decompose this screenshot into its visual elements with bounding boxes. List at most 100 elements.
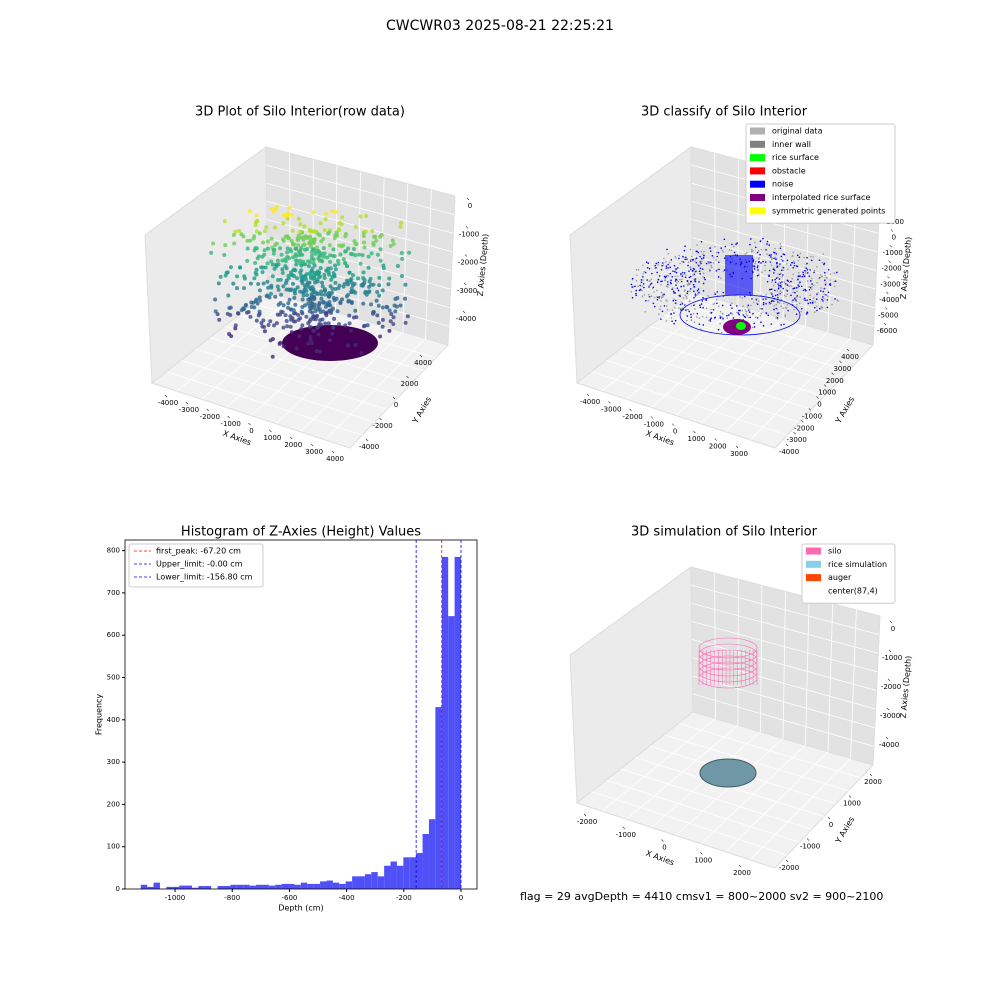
cloud-point [318, 318, 322, 322]
cloud-point [825, 282, 827, 284]
cloud-point [643, 287, 645, 289]
cloud-point [255, 219, 259, 223]
cloud-point [250, 305, 254, 309]
cloud-point [798, 260, 800, 262]
cloud-point [697, 313, 699, 315]
cloud-point [684, 304, 686, 306]
cloud-point [639, 285, 641, 287]
cloud-point [241, 306, 245, 310]
cloud-point [392, 303, 396, 307]
bar [154, 883, 160, 889]
cloud-point [755, 261, 757, 263]
cloud-point [299, 268, 303, 272]
cloud-point [762, 238, 764, 240]
x-tick-label: 3000 [730, 450, 748, 458]
cloud-point [303, 248, 307, 252]
cloud-point [730, 304, 732, 306]
cloud-point [791, 262, 793, 264]
cloud-point [378, 334, 382, 338]
cloud-point [744, 296, 746, 298]
cloud-point [665, 299, 667, 301]
cloud-point [690, 259, 692, 261]
cloud-point [699, 323, 701, 325]
cloud-point [822, 300, 824, 302]
x-tick-label: 0 [459, 894, 463, 902]
cloud-point [813, 297, 815, 299]
cloud-point [294, 252, 298, 256]
y-tick-label: 600 [107, 631, 120, 639]
cloud-point [352, 239, 356, 243]
y-tick-label: -2000 [779, 864, 799, 872]
cloud-point [675, 302, 677, 304]
cloud-point [777, 294, 779, 296]
cloud-point [336, 286, 340, 290]
cloud-point [336, 309, 340, 313]
cloud-point [782, 274, 784, 276]
cloud-point [811, 286, 813, 288]
cloud-point [385, 305, 389, 309]
cloud-point [809, 294, 811, 296]
cloud-point [698, 281, 700, 283]
cloud-point [642, 285, 644, 287]
cloud-point [823, 293, 825, 295]
cloud-point [696, 295, 698, 297]
cloud-point [340, 215, 344, 219]
cloud-point [755, 263, 757, 265]
bar [250, 886, 256, 889]
bar [256, 885, 262, 889]
cloud-point [781, 256, 783, 258]
cloud-point [667, 284, 669, 286]
cloud-point [310, 341, 314, 345]
z-tick [886, 737, 888, 739]
x-tick [623, 827, 625, 829]
cloud-point [730, 312, 732, 314]
cloud-point [776, 277, 778, 279]
y-tick-label: 800 [107, 547, 120, 555]
cloud-point [835, 280, 837, 282]
bar [435, 707, 441, 889]
cloud-point [745, 311, 747, 313]
cloud-point [317, 324, 321, 328]
cloud-point [782, 307, 784, 309]
y-axis-label: Y Axies [833, 395, 856, 425]
cloud-point [772, 279, 774, 281]
cloud-point [699, 270, 701, 272]
cloud-point [807, 303, 809, 305]
cloud-point [635, 295, 637, 297]
x-tick-label: -1000 [644, 420, 664, 428]
legend-swatch [750, 128, 765, 135]
cloud-point [303, 274, 307, 278]
cloud-point [718, 276, 720, 278]
cloud-point [387, 277, 391, 281]
cloud-point [667, 264, 669, 266]
cloud-point [228, 313, 232, 317]
cloud-point [361, 253, 365, 257]
cloud-point [641, 279, 643, 281]
z-tick-label: -2000 [458, 259, 478, 267]
cloud-point [679, 279, 681, 281]
x-tick [207, 409, 209, 411]
cloud-point [636, 280, 638, 282]
cloud-point [824, 272, 826, 274]
y-tick [794, 432, 796, 434]
x-tick [672, 424, 674, 426]
x-tick [630, 409, 632, 411]
cloud-point [810, 280, 812, 282]
cloud-point [703, 255, 705, 257]
x-tick [587, 394, 589, 396]
cloud-point [299, 246, 303, 250]
x-tick-label: 0 [673, 428, 677, 436]
cloud-point [806, 299, 808, 301]
cloud-point [658, 262, 660, 264]
cloud-point [810, 302, 812, 304]
cloud-point [771, 265, 773, 267]
cloud-point [716, 302, 718, 304]
cloud-point [651, 279, 653, 281]
legend-swatch [750, 141, 765, 148]
cloud-point [309, 287, 313, 291]
cloud-point [748, 304, 750, 306]
x-tick [290, 437, 292, 439]
y-tick-label: 300 [107, 758, 120, 766]
cloud-point [272, 209, 276, 213]
cloud-point [702, 254, 704, 256]
